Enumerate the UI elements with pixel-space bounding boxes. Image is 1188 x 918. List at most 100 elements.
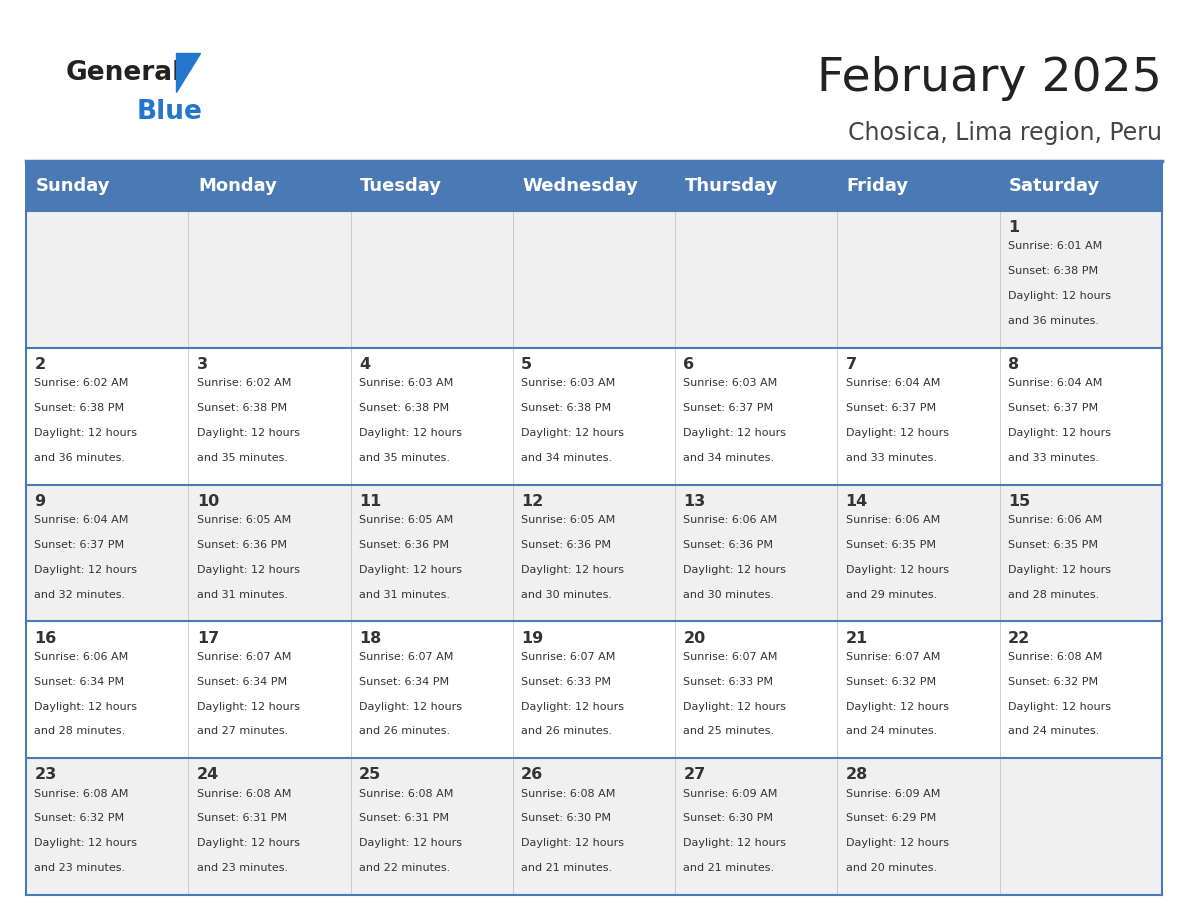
Text: Sunrise: 6:03 AM: Sunrise: 6:03 AM (359, 378, 453, 388)
Text: Sunset: 6:33 PM: Sunset: 6:33 PM (522, 677, 611, 687)
Text: and 24 minutes.: and 24 minutes. (1007, 726, 1099, 736)
Text: Sunset: 6:36 PM: Sunset: 6:36 PM (359, 540, 449, 550)
Text: Thursday: Thursday (684, 177, 778, 195)
Text: Sunrise: 6:06 AM: Sunrise: 6:06 AM (34, 652, 128, 662)
Text: 15: 15 (1007, 494, 1030, 509)
Text: and 21 minutes.: and 21 minutes. (522, 863, 612, 873)
Text: Sunset: 6:36 PM: Sunset: 6:36 PM (522, 540, 611, 550)
Text: and 32 minutes.: and 32 minutes. (34, 589, 126, 599)
Text: and 20 minutes.: and 20 minutes. (846, 863, 937, 873)
Text: Daylight: 12 hours: Daylight: 12 hours (522, 701, 624, 711)
Text: Sunrise: 6:06 AM: Sunrise: 6:06 AM (1007, 515, 1102, 525)
Text: Daylight: 12 hours: Daylight: 12 hours (359, 428, 462, 438)
Text: and 36 minutes.: and 36 minutes. (1007, 316, 1099, 326)
Text: and 21 minutes.: and 21 minutes. (683, 863, 775, 873)
Text: Daylight: 12 hours: Daylight: 12 hours (34, 428, 138, 438)
Text: and 31 minutes.: and 31 minutes. (197, 589, 287, 599)
Text: Sunrise: 6:08 AM: Sunrise: 6:08 AM (359, 789, 454, 799)
Text: and 29 minutes.: and 29 minutes. (846, 589, 937, 599)
Text: Sunset: 6:37 PM: Sunset: 6:37 PM (1007, 403, 1098, 413)
Text: Sunset: 6:38 PM: Sunset: 6:38 PM (34, 403, 125, 413)
Text: Daylight: 12 hours: Daylight: 12 hours (1007, 291, 1111, 301)
Text: 7: 7 (846, 357, 857, 372)
Text: and 34 minutes.: and 34 minutes. (683, 453, 775, 463)
Text: Sunset: 6:34 PM: Sunset: 6:34 PM (34, 677, 125, 687)
Text: 17: 17 (197, 631, 219, 645)
Text: 25: 25 (359, 767, 381, 782)
Text: Sunrise: 6:04 AM: Sunrise: 6:04 AM (1007, 378, 1102, 388)
Text: 23: 23 (34, 767, 57, 782)
Text: 1: 1 (1007, 220, 1019, 235)
Text: Daylight: 12 hours: Daylight: 12 hours (846, 428, 949, 438)
Text: Sunset: 6:38 PM: Sunset: 6:38 PM (522, 403, 612, 413)
Text: and 34 minutes.: and 34 minutes. (522, 453, 612, 463)
Text: 4: 4 (359, 357, 371, 372)
Text: Monday: Monday (198, 177, 277, 195)
Text: Daylight: 12 hours: Daylight: 12 hours (1007, 565, 1111, 575)
Bar (26, 161, 1162, 211)
Text: and 24 minutes.: and 24 minutes. (846, 726, 937, 736)
Text: Sunrise: 6:03 AM: Sunrise: 6:03 AM (683, 378, 778, 388)
Text: Sunrise: 6:08 AM: Sunrise: 6:08 AM (522, 789, 615, 799)
Text: Sunrise: 6:06 AM: Sunrise: 6:06 AM (846, 515, 940, 525)
Text: Sunrise: 6:09 AM: Sunrise: 6:09 AM (683, 789, 778, 799)
Text: and 30 minutes.: and 30 minutes. (683, 589, 775, 599)
Text: Daylight: 12 hours: Daylight: 12 hours (683, 565, 786, 575)
Text: Daylight: 12 hours: Daylight: 12 hours (197, 565, 299, 575)
Text: Sunrise: 6:07 AM: Sunrise: 6:07 AM (846, 652, 940, 662)
Text: Daylight: 12 hours: Daylight: 12 hours (522, 565, 624, 575)
Text: and 28 minutes.: and 28 minutes. (1007, 589, 1099, 599)
Text: Daylight: 12 hours: Daylight: 12 hours (1007, 701, 1111, 711)
Text: Sunset: 6:31 PM: Sunset: 6:31 PM (197, 813, 286, 823)
Bar (26, 485, 1162, 621)
Text: 10: 10 (197, 494, 219, 509)
Bar (26, 621, 1162, 758)
Text: 24: 24 (197, 767, 219, 782)
Text: Daylight: 12 hours: Daylight: 12 hours (683, 838, 786, 848)
Text: 27: 27 (683, 767, 706, 782)
Text: 20: 20 (683, 631, 706, 645)
Text: Daylight: 12 hours: Daylight: 12 hours (522, 838, 624, 848)
Text: Blue: Blue (137, 99, 202, 125)
Text: Sunset: 6:38 PM: Sunset: 6:38 PM (197, 403, 286, 413)
Text: Sunset: 6:34 PM: Sunset: 6:34 PM (359, 677, 449, 687)
Text: and 33 minutes.: and 33 minutes. (846, 453, 936, 463)
Text: Sunset: 6:30 PM: Sunset: 6:30 PM (683, 813, 773, 823)
Text: Sunrise: 6:02 AM: Sunrise: 6:02 AM (34, 378, 128, 388)
Text: Sunday: Sunday (36, 177, 110, 195)
Text: Sunset: 6:37 PM: Sunset: 6:37 PM (34, 540, 125, 550)
Text: 9: 9 (34, 494, 45, 509)
Text: Daylight: 12 hours: Daylight: 12 hours (197, 838, 299, 848)
Text: February 2025: February 2025 (817, 55, 1162, 101)
Text: Daylight: 12 hours: Daylight: 12 hours (846, 838, 949, 848)
Text: 13: 13 (683, 494, 706, 509)
Text: and 23 minutes.: and 23 minutes. (197, 863, 287, 873)
Text: 2: 2 (34, 357, 45, 372)
Text: and 27 minutes.: and 27 minutes. (197, 726, 287, 736)
Text: Sunrise: 6:07 AM: Sunrise: 6:07 AM (522, 652, 615, 662)
Bar (26, 211, 1162, 348)
Text: 16: 16 (34, 631, 57, 645)
Text: Sunrise: 6:08 AM: Sunrise: 6:08 AM (197, 789, 291, 799)
Text: and 35 minutes.: and 35 minutes. (359, 453, 450, 463)
Text: Sunset: 6:37 PM: Sunset: 6:37 PM (683, 403, 773, 413)
Text: 21: 21 (846, 631, 868, 645)
Text: 11: 11 (359, 494, 381, 509)
Text: 8: 8 (1007, 357, 1019, 372)
Text: General: General (65, 61, 182, 86)
Text: Wednesday: Wednesday (523, 177, 638, 195)
Text: Daylight: 12 hours: Daylight: 12 hours (34, 565, 138, 575)
Text: Sunrise: 6:05 AM: Sunrise: 6:05 AM (522, 515, 615, 525)
Text: Sunrise: 6:05 AM: Sunrise: 6:05 AM (197, 515, 291, 525)
Text: and 33 minutes.: and 33 minutes. (1007, 453, 1099, 463)
Text: 6: 6 (683, 357, 695, 372)
Text: 14: 14 (846, 494, 868, 509)
Text: Daylight: 12 hours: Daylight: 12 hours (683, 428, 786, 438)
Text: 19: 19 (522, 631, 543, 645)
Text: Saturday: Saturday (1009, 177, 1100, 195)
Text: Sunset: 6:38 PM: Sunset: 6:38 PM (359, 403, 449, 413)
Text: and 23 minutes.: and 23 minutes. (34, 863, 126, 873)
Text: Daylight: 12 hours: Daylight: 12 hours (359, 838, 462, 848)
Text: Daylight: 12 hours: Daylight: 12 hours (846, 701, 949, 711)
Text: Sunrise: 6:02 AM: Sunrise: 6:02 AM (197, 378, 291, 388)
